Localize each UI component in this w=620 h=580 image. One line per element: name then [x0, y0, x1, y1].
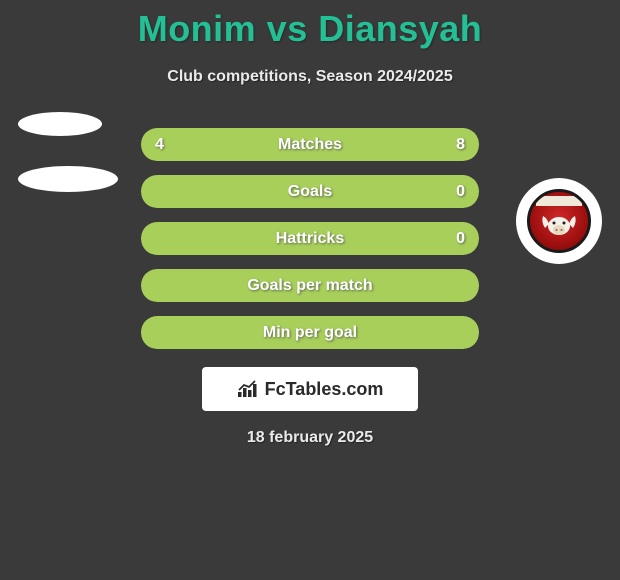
- bull-icon: [539, 210, 579, 238]
- page-title: Monim vs Diansyah: [0, 0, 620, 50]
- chart-icon: [237, 380, 259, 398]
- player-left-avatar: [18, 112, 118, 192]
- stat-row: Goals per match: [141, 269, 479, 302]
- stat-label: Min per goal: [263, 324, 357, 342]
- team-right-badge: [516, 178, 602, 264]
- stat-label: Goals per match: [247, 277, 372, 295]
- stat-label: Goals: [288, 183, 332, 201]
- stat-row: Min per goal: [141, 316, 479, 349]
- subtitle: Club competitions, Season 2024/2025: [0, 68, 620, 86]
- placeholder-oval: [18, 112, 102, 136]
- stat-label: Matches: [278, 136, 342, 154]
- stat-label: Hattricks: [276, 230, 344, 248]
- placeholder-oval: [18, 166, 118, 192]
- branding-text: FcTables.com: [265, 379, 384, 400]
- team-badge-banner: [536, 196, 582, 206]
- branding-box: FcTables.com: [202, 367, 418, 411]
- stat-value-right: 0: [456, 230, 465, 248]
- stat-row: Hattricks 0: [141, 222, 479, 255]
- stat-row: Goals 0: [141, 175, 479, 208]
- stat-value-right: 0: [456, 183, 465, 201]
- date-text: 18 february 2025: [0, 429, 620, 447]
- team-badge-inner: [527, 189, 591, 253]
- stat-value-right: 8: [456, 136, 465, 154]
- team-badge-circle: [516, 178, 602, 264]
- stat-value-left: 4: [155, 136, 164, 154]
- stat-row: 4 Matches 8: [141, 128, 479, 161]
